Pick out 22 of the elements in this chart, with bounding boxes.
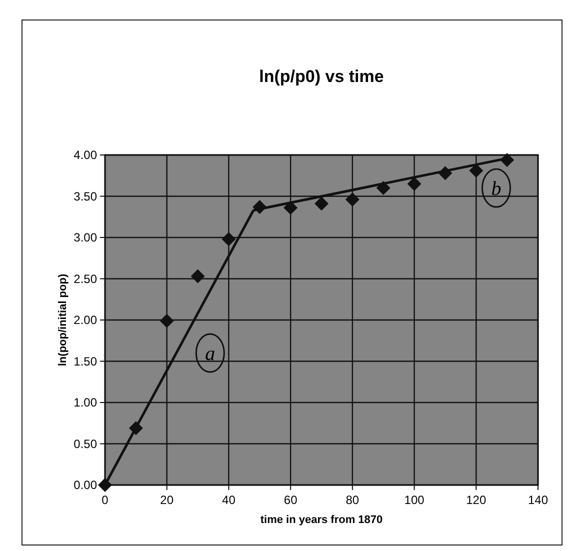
y-tick-label: 2.00 (74, 313, 98, 327)
y-tick-label: 2.50 (74, 272, 98, 286)
x-tick-label: 80 (346, 493, 360, 507)
y-tick-label: 3.50 (74, 189, 98, 204)
annotation: b (491, 178, 502, 200)
y-tick-label: 4.00 (74, 148, 98, 162)
x-axis-title: time in years from 1870 (260, 514, 383, 526)
y-tick-label: 0.50 (74, 436, 98, 451)
chart-title: ln(p/p0) vs time (259, 67, 384, 86)
y-tick-label: 1.00 (74, 396, 98, 410)
annotation: a (205, 343, 216, 365)
x-tick-label: 20 (160, 493, 174, 507)
y-axis-title: ln(pop/initial pop) (57, 274, 69, 366)
y-tick-label: 0.00 (74, 478, 98, 492)
x-tick-label: 100 (404, 493, 425, 507)
x-tick-label: 140 (528, 493, 548, 507)
x-tick-label: 0 (102, 493, 109, 507)
x-tick-label: 60 (284, 493, 298, 507)
y-tick-label: 1.50 (74, 354, 98, 368)
x-tick-label: 40 (222, 493, 236, 507)
y-tick-label: 3.00 (74, 230, 98, 244)
x-tick-label: 120 (466, 493, 486, 507)
